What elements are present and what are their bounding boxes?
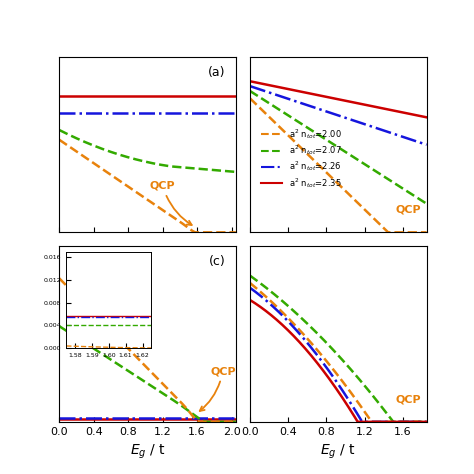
Text: QCP: QCP xyxy=(150,181,191,225)
Text: QCP: QCP xyxy=(396,205,421,215)
Legend: a$^2$ n$_{tot}$=2.00, a$^2$ n$_{tot}$=2.07, a$^2$ n$_{tot}$=2.26, a$^2$ n$_{tot}: a$^2$ n$_{tot}$=2.00, a$^2$ n$_{tot}$=2.… xyxy=(258,123,345,193)
Text: QCP: QCP xyxy=(396,394,421,404)
Text: (a): (a) xyxy=(208,66,225,79)
X-axis label: $E_g$ / t: $E_g$ / t xyxy=(320,442,356,461)
Text: QCP: QCP xyxy=(200,366,236,411)
Text: (c): (c) xyxy=(209,255,225,268)
X-axis label: $E_g$ / t: $E_g$ / t xyxy=(129,442,165,461)
